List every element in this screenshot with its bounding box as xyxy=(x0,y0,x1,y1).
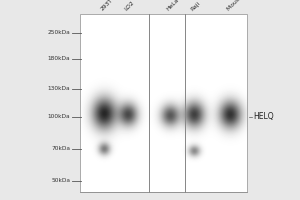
Text: HELQ: HELQ xyxy=(254,112,274,121)
Bar xyxy=(80,14,148,192)
Text: Raji: Raji xyxy=(190,1,202,12)
Text: 180kDa: 180kDa xyxy=(48,56,70,62)
Bar xyxy=(184,14,248,192)
Text: LO2: LO2 xyxy=(124,0,136,12)
Text: 130kDa: 130kDa xyxy=(48,86,70,91)
Bar xyxy=(148,14,184,192)
Text: 70kDa: 70kDa xyxy=(52,146,70,152)
Text: 250kDa: 250kDa xyxy=(48,30,70,36)
Bar xyxy=(80,14,247,192)
Text: Mouse testis: Mouse testis xyxy=(226,0,256,12)
Bar xyxy=(80,14,247,192)
Text: 100kDa: 100kDa xyxy=(48,114,70,119)
Text: HeLa: HeLa xyxy=(166,0,180,12)
Text: 50kDa: 50kDa xyxy=(52,178,70,184)
Text: 293T: 293T xyxy=(100,0,114,12)
